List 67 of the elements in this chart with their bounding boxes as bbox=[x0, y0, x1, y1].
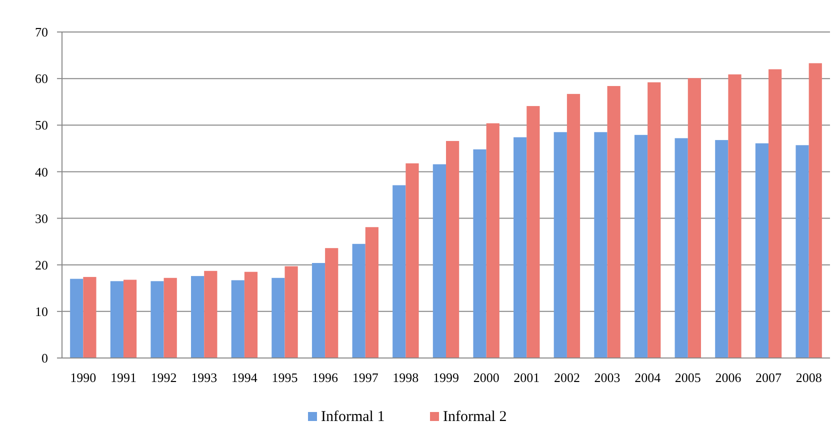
x-tick-label: 2006 bbox=[715, 370, 742, 385]
x-tick-label: 2004 bbox=[634, 370, 662, 385]
bar bbox=[594, 132, 608, 358]
bar bbox=[406, 163, 419, 358]
bar bbox=[325, 248, 338, 358]
bar bbox=[514, 137, 527, 358]
bar bbox=[244, 272, 258, 358]
x-tick-label: 1995 bbox=[272, 370, 298, 385]
legend-label: Informal 2 bbox=[443, 409, 507, 425]
x-tick-label: 2002 bbox=[554, 370, 580, 385]
x-tick-label: 1999 bbox=[433, 370, 459, 385]
bar bbox=[688, 78, 701, 358]
bar bbox=[272, 278, 285, 358]
x-tick-label: 1998 bbox=[392, 370, 419, 385]
bar bbox=[473, 149, 486, 358]
bar bbox=[312, 262, 326, 358]
bar bbox=[446, 140, 460, 358]
y-tick-label: 50 bbox=[35, 118, 48, 133]
bar bbox=[607, 86, 620, 358]
bar bbox=[123, 280, 137, 358]
x-tick-label: 1990 bbox=[70, 370, 96, 385]
bar bbox=[715, 140, 728, 358]
bar bbox=[110, 281, 124, 358]
bar bbox=[284, 266, 298, 358]
bar bbox=[365, 227, 378, 358]
x-tick-label: 2005 bbox=[674, 370, 701, 385]
bar bbox=[83, 276, 96, 358]
bar bbox=[566, 94, 580, 358]
x-tick-label: 1994 bbox=[231, 370, 258, 385]
bar bbox=[204, 270, 218, 358]
bar bbox=[728, 74, 742, 358]
bar bbox=[70, 278, 84, 358]
bar bbox=[634, 134, 648, 358]
y-tick-label: 0 bbox=[42, 350, 48, 366]
x-tick-label: 1993 bbox=[191, 370, 218, 385]
bar bbox=[648, 82, 661, 358]
x-tick-label: 2007 bbox=[756, 370, 782, 385]
x-tick-label: 1997 bbox=[352, 370, 379, 385]
x-tick-label: 1991 bbox=[110, 370, 136, 385]
bar bbox=[755, 143, 769, 358]
x-tick-label: 2000 bbox=[473, 370, 500, 385]
legend-label: Informal 1 bbox=[321, 409, 385, 425]
y-tick-label: 20 bbox=[35, 257, 48, 272]
bar bbox=[554, 132, 567, 358]
bar bbox=[392, 185, 406, 358]
bar bbox=[674, 138, 688, 358]
x-tick-label: 2003 bbox=[594, 370, 620, 385]
bar bbox=[768, 69, 782, 358]
bar bbox=[796, 145, 809, 358]
x-tick-label: 2001 bbox=[514, 370, 540, 385]
y-tick-label: 60 bbox=[35, 71, 48, 86]
bar bbox=[808, 63, 822, 358]
bar bbox=[150, 281, 164, 358]
bar bbox=[352, 244, 366, 358]
y-tick-label: 10 bbox=[35, 304, 48, 319]
y-tick-label: 40 bbox=[35, 164, 48, 180]
y-tick-label: 30 bbox=[35, 210, 48, 226]
x-tick-label: 1992 bbox=[150, 370, 177, 385]
bar bbox=[526, 106, 540, 358]
x-tick-label: 1996 bbox=[312, 370, 339, 385]
bar bbox=[164, 278, 177, 358]
bar bbox=[231, 280, 244, 358]
y-tick-label: 70 bbox=[35, 24, 48, 40]
x-tick-label: 2008 bbox=[796, 370, 822, 385]
bar bbox=[432, 164, 446, 358]
bar bbox=[191, 276, 204, 358]
bar bbox=[486, 123, 500, 358]
